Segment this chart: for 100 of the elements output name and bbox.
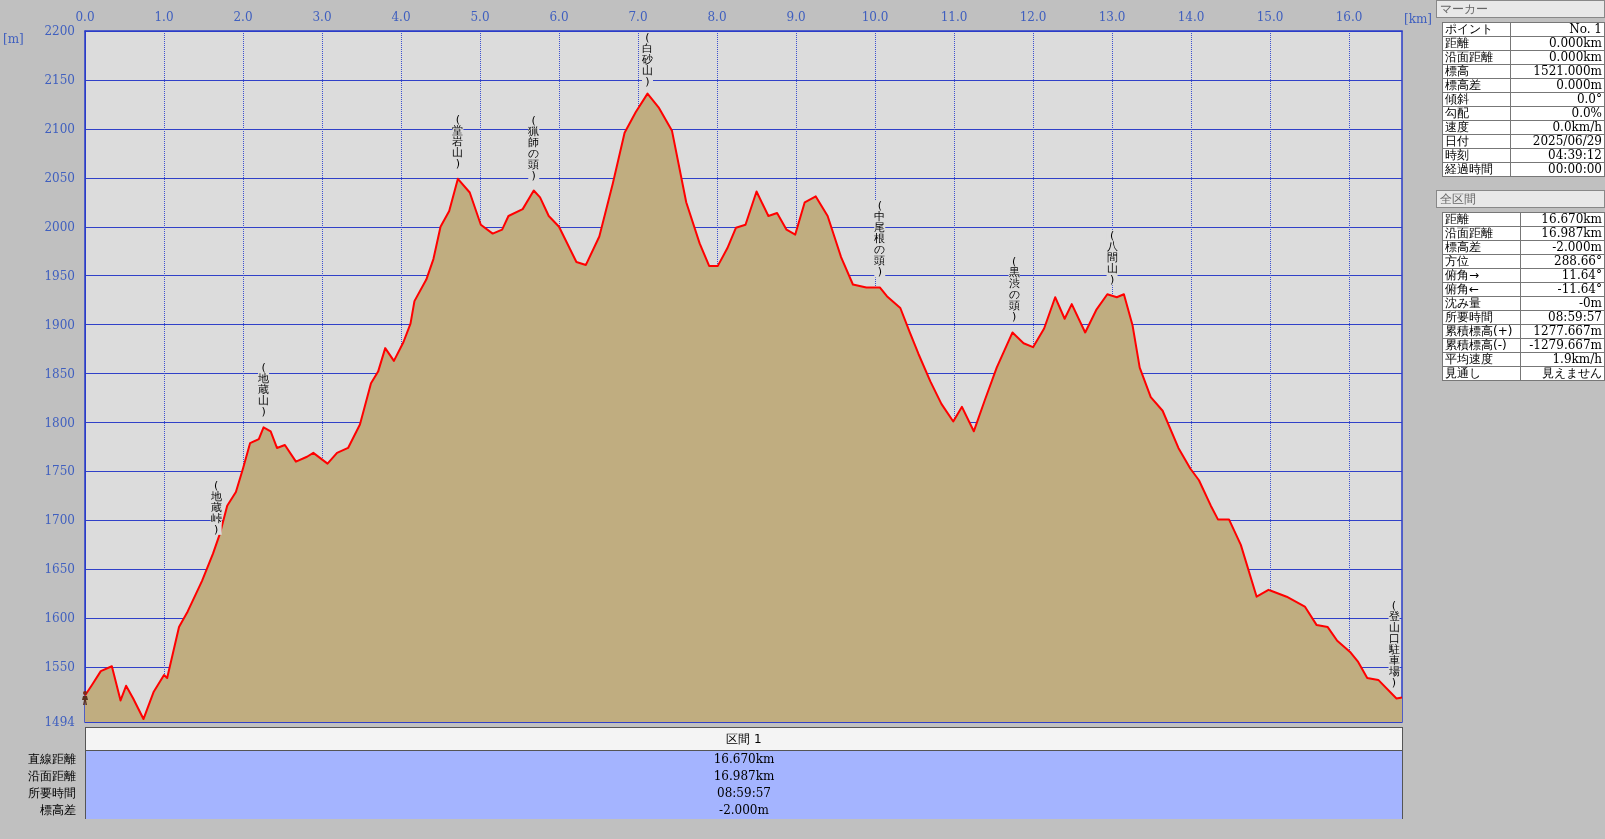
x-tick-label: 15.0 [1256, 10, 1284, 24]
text: 見えません [1542, 366, 1602, 380]
text: 00:00:00 [1548, 162, 1602, 176]
x-tick-label: 7.0 [628, 10, 648, 24]
category-label: 標高差 [1442, 78, 1510, 93]
text: 0.000m [1556, 78, 1602, 92]
text: 288.66° [1554, 254, 1602, 268]
annotation: (猟師の頭) [528, 113, 540, 182]
x-tick-label: 10.0 [861, 10, 889, 24]
x-tick-label: 9.0 [786, 10, 806, 24]
y-tick-label: 1950 [44, 268, 75, 283]
text: 08:59:57 [717, 786, 771, 800]
x-tick-label: 3.0 [312, 10, 332, 24]
y-tick-label: 1550 [44, 660, 75, 675]
y-tick-label: 2150 [44, 72, 75, 87]
y-tick-label: 1600 [44, 611, 75, 626]
text: 区間 1 [85, 727, 1403, 751]
text: 04:39:12 [1548, 148, 1602, 162]
x-tick-label: 13.0 [1098, 10, 1126, 24]
text: 16.987km [713, 769, 775, 783]
text: 2025/06/29 [1532, 134, 1602, 148]
annotation: (八間山) [1106, 229, 1118, 287]
text: 0.0km/h [1552, 120, 1602, 134]
y-tick-label: 2100 [44, 121, 75, 136]
category-label: 方位 [1442, 254, 1521, 269]
text: 0.0% [1571, 106, 1602, 120]
text: 1521.000m [1533, 64, 1602, 78]
category-label: 距離 [1442, 36, 1510, 51]
category-label: 沿面距離 [27, 768, 76, 785]
text: 08:59:57 [1548, 310, 1602, 324]
category-label: 日付 [1442, 134, 1510, 149]
y-tick-label: 2000 [44, 219, 75, 234]
category-label: 沿面距離 [1442, 50, 1510, 65]
annotation: (堂岩山) [452, 112, 464, 170]
category-label: 距離 [1442, 212, 1521, 227]
text: 0.0° [1576, 92, 1602, 106]
y-tick-label: 2200 [44, 24, 75, 38]
text: -11.64° [1557, 282, 1602, 296]
category-label: 標高差 [1442, 240, 1521, 255]
y-axis-title: [m] [3, 32, 24, 46]
text: 11.64° [1561, 268, 1602, 282]
text: -0m [1578, 296, 1602, 310]
x-tick-label: 16.0 [1335, 10, 1363, 24]
x-tick-label: 4.0 [391, 10, 411, 24]
category-label: 俯角→ [1442, 268, 1521, 283]
x-axis-title: [km] [1404, 12, 1433, 26]
y-tick-label: 1900 [44, 317, 75, 332]
category-label: 勾配 [1442, 106, 1510, 121]
y-tick-label: 1650 [44, 562, 75, 577]
category-label: 標高差 [39, 802, 76, 819]
x-tick-label: 1.0 [154, 10, 174, 24]
annotation: (地蔵山) [257, 361, 270, 419]
annotation: (地蔵峠) [209, 478, 222, 536]
y-tick-label: 2050 [44, 170, 75, 185]
category-label: 所要時間 [1442, 310, 1521, 325]
category-label: 沿面距離 [1442, 226, 1521, 241]
x-tick-label: 8.0 [707, 10, 727, 24]
category-label: 時刻 [1442, 148, 1510, 163]
x-tick-label: 11.0 [940, 10, 968, 24]
y-tick-label: 1494 [44, 715, 76, 729]
x-tick-label: 6.0 [549, 10, 569, 24]
x-tick-label: 0.0 [75, 10, 95, 24]
annotation: (中尾根の頭) [874, 199, 886, 279]
text: -2.000m [719, 803, 769, 817]
y-tick-label: 1850 [44, 366, 75, 381]
text: 0.000km [1548, 36, 1602, 50]
y-tick-label: 1700 [44, 513, 75, 528]
category-label: 直線距離 [27, 751, 76, 768]
text: 16.670km [1541, 212, 1602, 226]
x-tick-label: 12.0 [1019, 10, 1047, 24]
text: 1277.667m [1533, 324, 1602, 338]
category-label: 累積標高(+) [1442, 324, 1521, 339]
category-label: ポイント [1442, 22, 1510, 37]
text: -2.000m [1552, 240, 1602, 254]
category-label: 標高 [1442, 64, 1510, 79]
annotation: (白砂山) [641, 31, 654, 88]
text: 1.9km/h [1552, 352, 1602, 366]
annotation: (黒渋の頭) [1008, 255, 1020, 324]
x-tick-label: 2.0 [233, 10, 253, 24]
category-label: 沈み量 [1442, 296, 1521, 311]
x-tick-label: 14.0 [1177, 10, 1205, 24]
text: マーカー [1436, 0, 1605, 18]
category-label: 所要時間 [27, 785, 76, 802]
text: 16.670km [713, 752, 775, 766]
text: No. 1 [1569, 22, 1602, 36]
category-label: 俯角← [1442, 282, 1521, 297]
category-label: 見通し [1442, 366, 1521, 381]
category-label: 速度 [1442, 120, 1510, 135]
y-tick-label: 1800 [44, 415, 75, 430]
text: -1279.667m [1529, 338, 1602, 352]
category-label: 平均速度 [1442, 352, 1521, 367]
text: 全区間 [1436, 190, 1605, 208]
category-label: 経過時間 [1442, 162, 1510, 177]
x-tick-label: 5.0 [470, 10, 490, 24]
text: 16.987km [1541, 226, 1602, 240]
category-label: 累積標高(-) [1442, 338, 1521, 353]
annotation: (登山口駐車場) [1387, 598, 1400, 689]
y-tick-label: 1750 [44, 464, 75, 479]
text: 0.000km [1548, 50, 1602, 64]
category-label: 傾斜 [1442, 92, 1510, 107]
